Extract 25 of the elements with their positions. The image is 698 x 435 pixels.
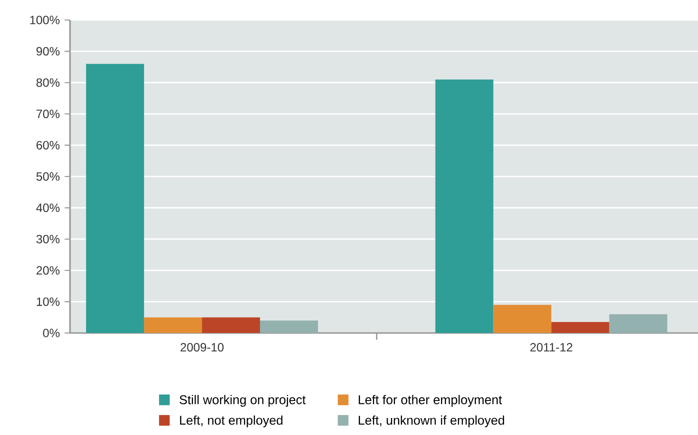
legend-label: Left, not employed [180, 415, 282, 428]
bar [260, 320, 318, 333]
x-tick-label: 2009-10 [180, 343, 224, 352]
bar [144, 317, 202, 333]
legend-label: Left for other employment [358, 394, 502, 407]
bar [493, 304, 552, 333]
bar [609, 314, 668, 333]
bar [86, 64, 144, 333]
y-tick-label: 10% [36, 297, 60, 306]
y-tick-label: 40% [36, 204, 60, 212]
y-tick-label: 100% [30, 16, 60, 24]
bar [551, 322, 610, 333]
y-tick-label: 90% [36, 47, 60, 56]
y-tick-label: 30% [36, 234, 60, 244]
legend-label: Still working on project [180, 394, 306, 407]
bar [202, 317, 260, 333]
y-tick-label: 60% [36, 140, 60, 150]
bar [435, 79, 494, 333]
y-tick-label: 70% [36, 110, 60, 118]
y-tick-label: 50% [36, 172, 60, 181]
y-tick-label: 20% [36, 266, 60, 275]
y-tick-label: 0% [43, 328, 60, 338]
x-tick-label: 2011-12 [530, 343, 572, 352]
legend-label: Left, unknown if employed [358, 415, 504, 428]
y-tick-label: 80% [36, 78, 60, 87]
